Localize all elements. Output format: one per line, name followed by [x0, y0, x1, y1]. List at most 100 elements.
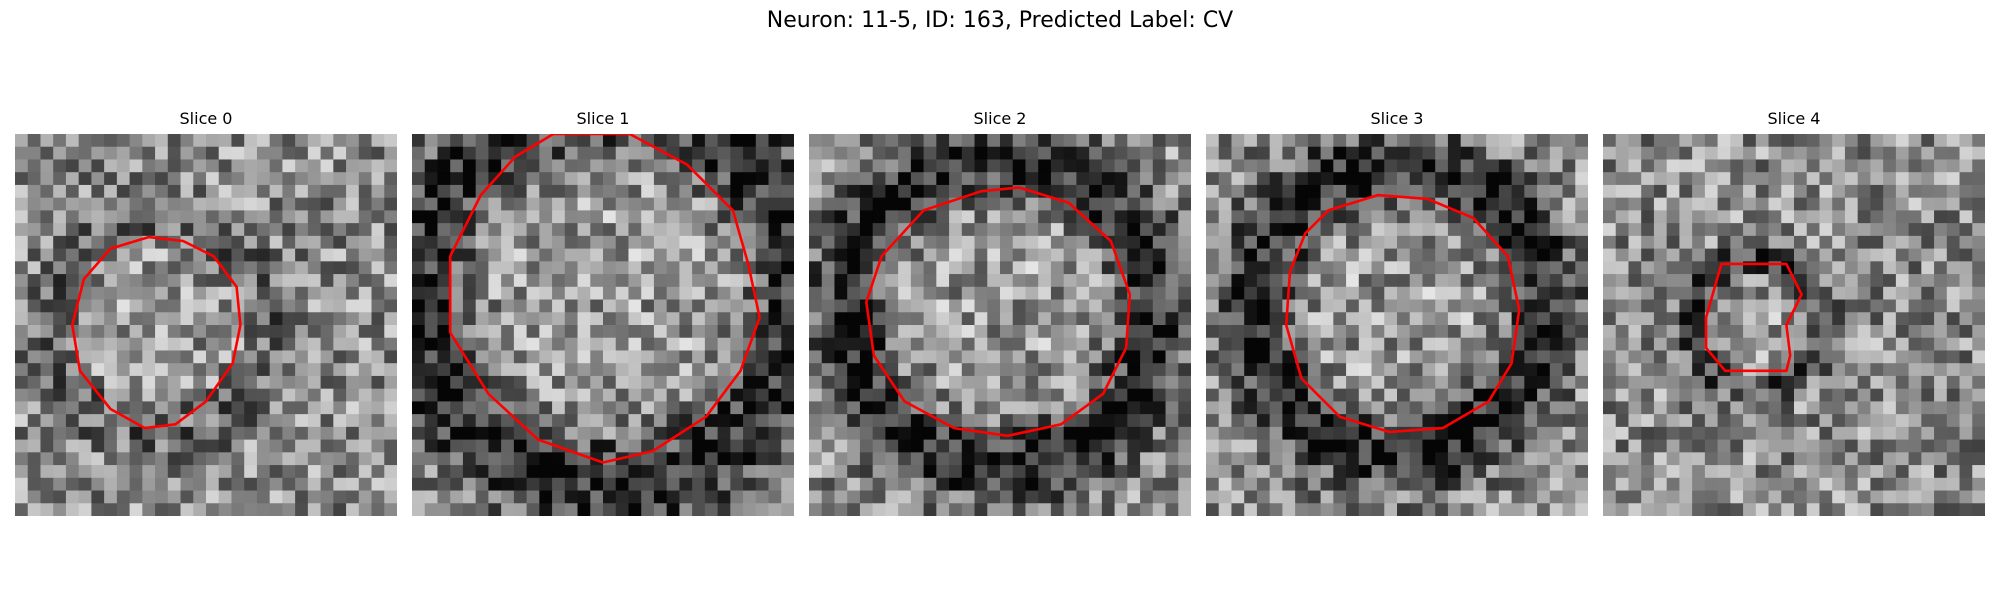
image-pixel: [679, 235, 693, 250]
image-pixel: [1717, 350, 1731, 364]
image-pixel: [513, 375, 528, 390]
image-pixel: [116, 210, 131, 224]
image-pixel: [1666, 490, 1680, 504]
image-pixel: [1819, 261, 1833, 275]
image-pixel: [1218, 274, 1233, 288]
image-pixel: [1127, 235, 1141, 250]
image-pixel: [1794, 350, 1808, 364]
image-pixel: [1012, 261, 1027, 275]
image-pixel: [193, 503, 207, 516]
image-pixel: [1295, 439, 1309, 453]
image-pixel: [1012, 363, 1027, 377]
image-pixel: [1806, 401, 1821, 415]
image-pixel: [1206, 312, 1220, 326]
image-pixel: [809, 452, 823, 466]
image-pixel: [936, 350, 950, 364]
image-pixel: [1537, 172, 1551, 186]
image-pixel: [295, 184, 309, 199]
image-pixel: [15, 184, 29, 199]
image-pixel: [1473, 426, 1487, 441]
image-pixel: [1218, 223, 1233, 237]
image-pixel: [384, 337, 397, 352]
image-pixel: [692, 401, 706, 415]
image-pixel: [1358, 286, 1373, 301]
image-pixel: [1447, 274, 1462, 288]
image-pixel: [1076, 477, 1090, 492]
image-pixel: [1819, 134, 1833, 148]
image-pixel: [859, 197, 874, 211]
image-pixel: [1819, 299, 1833, 313]
image-pixel: [358, 223, 373, 237]
image-pixel: [91, 439, 105, 453]
image-pixel: [1743, 337, 1757, 352]
image-pixel: [1615, 210, 1630, 224]
image-pixel: [1857, 312, 1871, 326]
image-pixel: [282, 235, 296, 250]
image-pixel: [1743, 312, 1757, 326]
image-pixel: [552, 235, 566, 250]
image-pixel: [1384, 235, 1398, 250]
image-pixel: [910, 439, 925, 453]
image-pixel: [1603, 172, 1617, 186]
image-pixel: [142, 439, 156, 453]
image-pixel: [1692, 465, 1706, 479]
image-pixel: [40, 312, 54, 326]
image-pixel: [526, 325, 540, 339]
image-pixel: [358, 261, 373, 275]
image-pixel: [936, 337, 950, 352]
image-pixel: [104, 274, 118, 288]
image-pixel: [847, 172, 861, 186]
image-pixel: [104, 426, 118, 441]
image-pixel: [450, 325, 464, 339]
image-pixel: [180, 223, 194, 237]
image-pixel: [15, 465, 29, 479]
image-pixel: [91, 235, 105, 250]
image-pixel: [269, 414, 283, 428]
image-pixel: [717, 184, 731, 199]
image-pixel: [1397, 286, 1411, 301]
image-pixel: [653, 426, 668, 441]
image-pixel: [104, 490, 118, 504]
image-pixel: [206, 184, 220, 199]
image-pixel: [1320, 401, 1334, 415]
image-pixel: [834, 490, 848, 504]
image-pixel: [1422, 375, 1436, 390]
image-pixel: [847, 235, 861, 250]
image-pixel: [1806, 452, 1821, 466]
image-pixel: [1307, 134, 1322, 148]
image-pixel: [1282, 388, 1296, 402]
image-pixel: [104, 503, 118, 516]
image-pixel: [603, 261, 617, 275]
image-pixel: [40, 299, 54, 313]
image-pixel: [974, 388, 988, 402]
image-pixel: [1628, 261, 1642, 275]
image-pixel: [653, 312, 668, 326]
image-pixel: [1832, 146, 1846, 161]
image-pixel: [333, 210, 347, 224]
image-pixel: [1256, 426, 1271, 441]
image-pixel: [1562, 299, 1576, 313]
image-pixel: [717, 261, 731, 275]
image-pixel: [1832, 159, 1846, 173]
image-pixel: [1806, 439, 1821, 453]
image-pixel: [256, 274, 271, 288]
image-pixel: [1012, 325, 1027, 339]
image-pixel: [730, 197, 744, 211]
image-pixel: [412, 477, 426, 492]
image-pixel: [1269, 388, 1283, 402]
image-pixel: [256, 299, 271, 313]
image-pixel: [1050, 223, 1065, 237]
image-pixel: [1666, 337, 1680, 352]
image-pixel: [821, 261, 836, 275]
image-pixel: [704, 503, 719, 516]
image-pixel: [1231, 299, 1245, 313]
image-pixel: [1895, 375, 1910, 390]
image-pixel: [1089, 197, 1103, 211]
image-pixel: [1269, 439, 1283, 453]
image-pixel: [1282, 172, 1296, 186]
image-pixel: [1397, 388, 1411, 402]
image-pixel: [412, 134, 426, 148]
image-pixel: [424, 363, 439, 377]
image-pixel: [269, 350, 283, 364]
image-pixel: [307, 223, 322, 237]
